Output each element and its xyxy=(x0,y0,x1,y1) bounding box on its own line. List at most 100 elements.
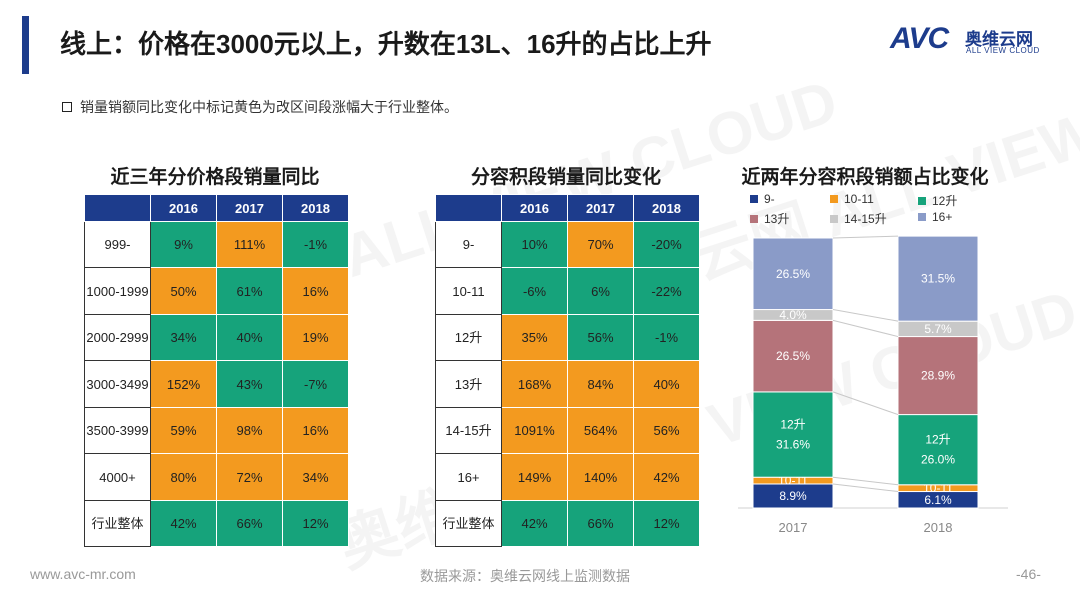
table-row: 3000-3499 152% 43% -7% xyxy=(84,360,349,408)
data-label: 28.9% xyxy=(921,369,955,383)
legend-item: 16+ xyxy=(918,210,952,224)
table-cell: 84% xyxy=(567,360,634,408)
row-label: 行业整体 xyxy=(435,500,502,547)
legend-item: 13升 xyxy=(750,210,789,227)
avc-logo: AVC 奥维云网 ALL VIEW CLOUD xyxy=(890,22,1060,62)
stacked-bar-chart: 9- 10-11 12升 13升 14-15升 16+ 8.9% 10-11 12升 31.6%… xyxy=(738,192,1058,552)
legend-label: 14-15升 xyxy=(844,212,887,226)
table-header-row: 2016 2017 2018 xyxy=(435,194,700,222)
table-cell: 6% xyxy=(567,267,634,315)
row-label: 9- xyxy=(435,221,502,268)
table-cell: 12% xyxy=(633,500,700,547)
table-header-row: 2016 2017 2018 xyxy=(84,194,349,222)
table-row: 9- 10% 70% -20% xyxy=(435,221,700,268)
legend-item: 9- xyxy=(750,192,775,206)
col-header: 2018 xyxy=(633,194,700,222)
table-cell: 40% xyxy=(633,360,700,408)
note-text: 销量销额同比变化中标记黄色为改区间段涨幅大于行业整体。 xyxy=(80,99,458,115)
table-cell: 168% xyxy=(501,360,568,408)
table-cell: 66% xyxy=(216,500,283,547)
table-cell: 56% xyxy=(633,407,700,454)
table-cell: 12% xyxy=(282,500,349,547)
table-row: 16+ 149% 140% 42% xyxy=(435,453,700,501)
bar-segment xyxy=(897,235,979,322)
legend-swatch xyxy=(918,213,926,221)
table-cell: 16% xyxy=(282,267,349,315)
legend-label: 10-11 xyxy=(844,192,874,206)
legend-label: 9- xyxy=(764,192,775,206)
legend-swatch xyxy=(750,195,758,203)
row-label: 1000-1999 xyxy=(84,267,151,315)
row-label: 12升 xyxy=(435,314,502,361)
table-row: 999- 9% 111% -1% xyxy=(84,221,349,268)
table-cell: 50% xyxy=(150,267,217,315)
legend-label: 16+ xyxy=(932,210,953,224)
table-cell: 72% xyxy=(216,453,283,501)
table-row: 12升 35% 56% -1% xyxy=(435,314,700,361)
data-label: 26.0% xyxy=(921,453,955,467)
corner-cell xyxy=(435,194,502,222)
corner-cell xyxy=(84,194,151,222)
page-title: 线上：价格在3000元以上，升数在13L、16升的占比上升 xyxy=(60,29,712,59)
page-number: -46- xyxy=(1016,566,1041,582)
row-label: 3500-3999 xyxy=(84,407,151,454)
table-cell: -6% xyxy=(501,267,568,315)
logo-en: ALL VIEW CLOUD xyxy=(966,46,1040,55)
table-cell: -1% xyxy=(282,221,349,268)
table-cell: 111% xyxy=(216,221,283,268)
table-cell: 42% xyxy=(150,500,217,547)
row-label: 16+ xyxy=(435,453,502,501)
col-header: 2016 xyxy=(501,194,568,222)
table-row: 行业整体 42% 66% 12% xyxy=(84,500,349,547)
col-header: 2016 xyxy=(150,194,217,222)
table-cell: 70% xyxy=(567,221,634,268)
square-bullet-icon xyxy=(62,102,72,112)
row-label: 14-15升 xyxy=(435,407,502,454)
logo-mark: AVC xyxy=(890,22,949,55)
legend-swatch xyxy=(918,196,926,205)
row-label: 13升 xyxy=(435,360,502,408)
title-accent-bar xyxy=(22,16,29,74)
table-row: 13升 168% 84% 40% xyxy=(435,360,700,408)
logo-cn: 奥维云网 xyxy=(965,30,1033,49)
legend-label: 12升 xyxy=(932,194,958,208)
table-cell: 59% xyxy=(150,407,217,454)
data-label: 8.9% xyxy=(779,489,807,503)
table-cell: 80% xyxy=(150,453,217,501)
table-row: 4000+ 80% 72% 34% xyxy=(84,453,349,501)
data-label: 26.5% xyxy=(776,349,810,363)
table-cell: -22% xyxy=(633,267,700,315)
legend-item: 12升 xyxy=(918,192,957,209)
x-tick-label: 2018 xyxy=(924,520,953,535)
table-row: 行业整体 42% 66% 12% xyxy=(435,500,700,547)
table-row: 3500-3999 59% 98% 16% xyxy=(84,407,349,454)
legend-item: 10-11 xyxy=(830,192,874,206)
price-table: 2016 2017 2018 999- 9% 111% -1% 1000-1999 50%… xyxy=(84,194,349,547)
data-label: 31.6% xyxy=(776,438,810,452)
legend-item: 14-15升 xyxy=(830,210,887,227)
table-cell: 152% xyxy=(150,360,217,408)
series-connector-line xyxy=(832,476,899,486)
table-cell: 34% xyxy=(282,453,349,501)
row-label: 3000-3499 xyxy=(84,360,151,408)
table-cell: 19% xyxy=(282,314,349,361)
table-cell: 16% xyxy=(282,407,349,454)
data-label: 4.0% xyxy=(779,308,807,322)
table-cell: -7% xyxy=(282,360,349,408)
legend-swatch xyxy=(830,214,838,223)
table-cell: 66% xyxy=(567,500,634,547)
table-cell: 98% xyxy=(216,407,283,454)
volume-table-title: 分容积段销量同比变化 xyxy=(470,167,661,188)
row-label: 行业整体 xyxy=(84,500,151,547)
table-cell: 43% xyxy=(216,360,283,408)
col-header: 2017 xyxy=(216,194,283,222)
bar-segment xyxy=(752,391,834,478)
data-label: 5.7% xyxy=(924,322,952,336)
data-label: 26.5% xyxy=(776,267,810,281)
series-connector-line xyxy=(832,319,899,338)
x-tick-label: 2017 xyxy=(779,520,808,535)
table-cell: 42% xyxy=(501,500,568,547)
table-row: 14-15升 1091% 564% 56% xyxy=(435,407,700,454)
table-cell: 56% xyxy=(567,314,634,361)
footer-source: 数据来源：奥维云网线上监测数据 xyxy=(420,568,630,584)
